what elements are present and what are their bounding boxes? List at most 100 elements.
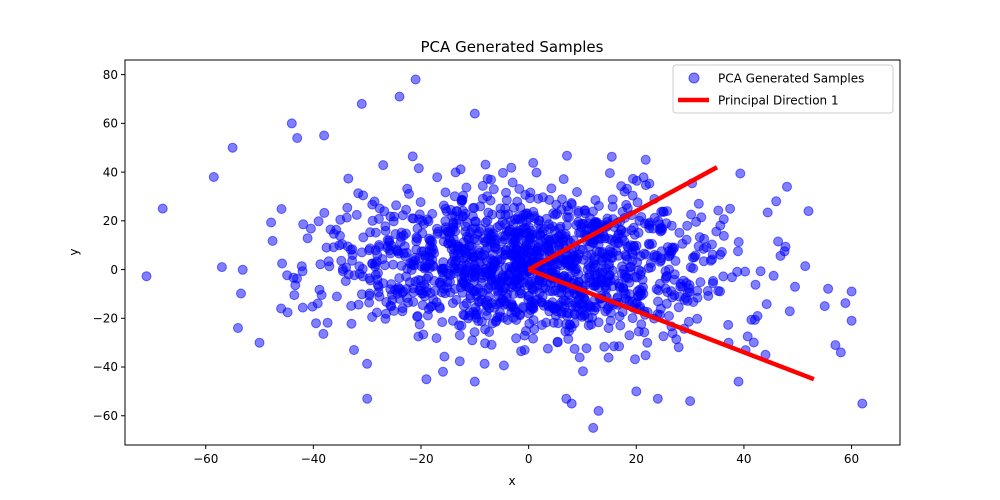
scatter-point [607, 247, 618, 258]
scatter-point [471, 216, 481, 227]
scatter-point [478, 233, 489, 244]
scatter-point [579, 205, 590, 216]
scatter-point [450, 167, 461, 178]
scatter-point [508, 237, 519, 248]
scatter-point [755, 266, 766, 277]
scatter-point [780, 241, 791, 252]
scatter-point [830, 340, 841, 351]
scatter-point [216, 262, 227, 273]
scatter-point [521, 326, 531, 336]
scatter-point [233, 323, 243, 333]
scatter-point [630, 354, 640, 365]
scatter-point [541, 317, 552, 328]
scatter-point [486, 265, 497, 276]
scatter-point [501, 195, 512, 206]
scatter-point [472, 250, 483, 261]
scatter-point [404, 188, 414, 199]
scatter-point [544, 194, 555, 205]
scatter-point [297, 266, 308, 277]
scatter-point [819, 301, 830, 312]
scatter-point [364, 273, 375, 284]
scatter-point [388, 305, 399, 316]
scatter-point [683, 283, 694, 294]
scatter-point [718, 230, 729, 241]
scatter-point [599, 231, 610, 242]
scatter-point [315, 259, 326, 270]
scatter-point [388, 259, 399, 270]
x-axis-ticks: −60 −40 −20 0 20 40 60 [193, 445, 859, 466]
scatter-point [410, 74, 421, 85]
scatter-point [302, 233, 313, 244]
scatter-point [725, 203, 736, 214]
scatter-point [477, 287, 488, 298]
scatter-point [846, 286, 857, 297]
scatter-point [599, 341, 610, 352]
x-tick-label: 60 [844, 452, 859, 466]
scatter-point [742, 331, 753, 342]
scatter-point [803, 206, 814, 217]
chart-title: PCA Generated Samples [421, 38, 604, 56]
scatter-point [740, 266, 751, 277]
scatter-point [447, 298, 458, 309]
scatter-point [513, 227, 524, 238]
scatter-point [395, 236, 406, 247]
scatter-point [644, 178, 655, 189]
scatter-point [601, 283, 612, 294]
scatter-point [694, 232, 705, 243]
scatter-point [486, 174, 496, 185]
scatter-point [420, 251, 431, 262]
scatter-point [469, 327, 480, 338]
scatter-point [319, 207, 330, 218]
scatter-point [141, 271, 152, 282]
scatter-point [415, 275, 426, 286]
x-tick-label: −40 [301, 452, 326, 466]
scatter-point [408, 296, 419, 307]
scatter-point [713, 205, 724, 216]
scatter-point [469, 233, 480, 244]
scatter-point [477, 180, 488, 191]
plot-frame [124, 59, 901, 446]
legend: PCA Generated Samples Principal Directio… [672, 64, 894, 114]
scatter-point [698, 256, 709, 267]
legend-box [672, 64, 894, 114]
scatter-point [784, 306, 795, 317]
scatter-point [324, 261, 335, 272]
scatter-point [342, 202, 353, 213]
scatter-point [448, 262, 459, 273]
scatter-point [790, 281, 800, 292]
scatter-point [305, 223, 316, 234]
scatter-point [489, 256, 500, 267]
y-tick-label: 0 [110, 263, 118, 277]
scatter-point [341, 212, 352, 223]
scatter-point [481, 310, 492, 321]
scatter-point [597, 248, 608, 259]
scatter-point [695, 277, 706, 288]
scatter-point [782, 181, 792, 192]
scatter-point [692, 313, 703, 324]
scatter-point [664, 246, 675, 256]
scatter-point [633, 265, 644, 276]
scatter-point [510, 276, 521, 287]
scatter-point [533, 219, 544, 230]
scatter-point [554, 240, 564, 251]
scatter-point [401, 284, 412, 294]
scatter-point [379, 206, 390, 217]
scatter-point [688, 263, 699, 274]
scatter-point [566, 322, 577, 333]
scatter-point [331, 291, 342, 302]
scatter-point [716, 247, 727, 257]
scatter-point [482, 191, 493, 202]
scatter-point [771, 196, 782, 207]
scatter-point [627, 296, 638, 307]
scatter-point [674, 291, 685, 302]
y-tick-label: 40 [103, 165, 118, 179]
scatter-point [457, 211, 468, 222]
scatter-point [528, 157, 539, 168]
x-tick-label: 20 [629, 452, 644, 466]
scatter-point [397, 303, 408, 314]
scatter-point [351, 209, 362, 220]
scatter-point [489, 280, 500, 291]
scatter-point [686, 209, 697, 220]
scatter-point [410, 252, 420, 263]
